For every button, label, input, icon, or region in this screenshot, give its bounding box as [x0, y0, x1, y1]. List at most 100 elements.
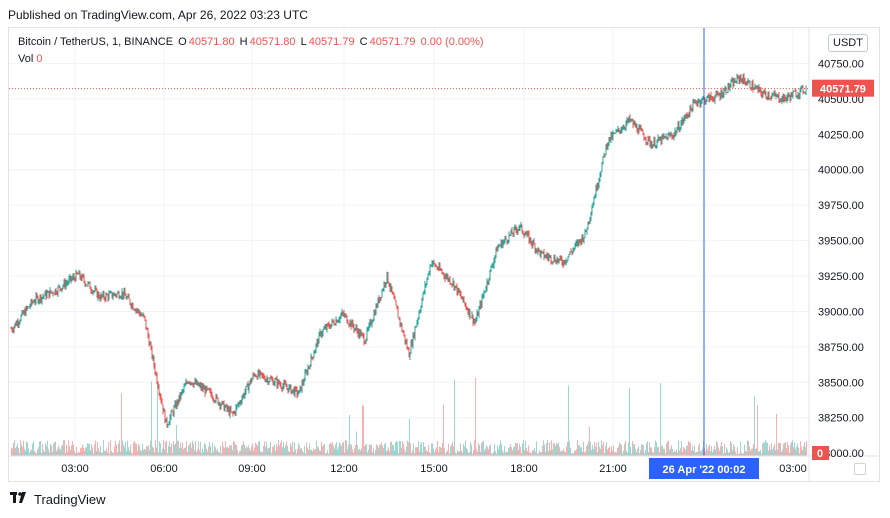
volume-bar	[633, 444, 634, 456]
volume-bar	[258, 441, 259, 456]
volume-bar	[241, 445, 242, 456]
volume-bar	[305, 453, 306, 456]
volume-bar	[500, 440, 501, 456]
volume-bar	[463, 443, 464, 456]
volume-bar	[164, 449, 165, 456]
volume-bar	[701, 450, 702, 456]
volume-bar	[351, 444, 352, 456]
volume-bar	[140, 449, 141, 456]
volume-bar	[276, 443, 277, 456]
volume-bar	[746, 451, 747, 456]
volume-bar	[759, 451, 760, 456]
low-value: 40571.79	[308, 36, 355, 48]
publish-info: Published on TradingView.com, Apr 26, 20…	[8, 8, 308, 22]
volume-bar	[682, 451, 683, 456]
volume-bar	[565, 452, 566, 456]
currency-button[interactable]: USDT	[828, 34, 868, 52]
volume-bar	[248, 445, 249, 456]
volume-bar	[518, 449, 519, 456]
volume-bar	[92, 447, 93, 456]
volume-bar	[123, 444, 124, 456]
volume-bar	[499, 444, 500, 456]
volume-bar	[183, 448, 184, 456]
volume-bar	[707, 449, 708, 456]
volume-bar	[318, 447, 319, 456]
volume-bar	[691, 450, 692, 456]
volume-bar	[486, 445, 487, 456]
volume-bar	[267, 448, 268, 456]
volume-bar	[184, 447, 185, 456]
volume-bar	[50, 443, 51, 456]
volume-bar	[412, 450, 413, 456]
volume-bar	[790, 444, 791, 456]
volume-bar	[664, 448, 665, 456]
volume-bar	[202, 448, 203, 456]
volume-bar	[435, 449, 436, 456]
volume-bar	[78, 452, 79, 456]
volume-bar	[347, 448, 348, 456]
y-tick-label: 40750.00	[818, 58, 864, 70]
volume-bar	[179, 448, 180, 456]
volume-bar	[198, 441, 199, 456]
volume-bar	[139, 445, 140, 456]
volume-bar	[579, 445, 580, 456]
volume-bar	[97, 441, 98, 456]
volume-bar	[568, 385, 569, 456]
volume-bar	[532, 450, 533, 456]
volume-bar	[652, 451, 653, 456]
volume-bar	[182, 442, 183, 456]
volume-bar	[129, 450, 130, 456]
volume-bar	[212, 442, 213, 456]
volume-bar	[587, 444, 588, 456]
volume-bar	[766, 441, 767, 456]
volume-bar	[625, 440, 626, 456]
volume-bar	[39, 441, 40, 456]
volume-bar	[375, 449, 376, 456]
volume-bar	[291, 446, 292, 456]
volume-bar	[278, 440, 279, 456]
volume-bar	[103, 440, 104, 456]
volume-bar	[372, 452, 373, 456]
volume-bar	[312, 451, 313, 456]
volume-bar	[432, 443, 433, 456]
volume-bar	[541, 452, 542, 456]
volume-bar	[317, 446, 318, 456]
volume-bar	[558, 442, 559, 456]
volume-bar	[154, 452, 155, 456]
volume-bar	[82, 444, 83, 456]
volume-bar	[744, 444, 745, 456]
volume-bar	[101, 452, 102, 456]
volume-bar	[262, 452, 263, 456]
volume-bar	[253, 450, 254, 456]
volume-bar	[167, 453, 168, 456]
volume-bar	[643, 444, 644, 456]
volume-bar	[298, 443, 299, 456]
volume-bar	[38, 447, 39, 456]
volume-bar	[588, 441, 589, 456]
volume-bar	[107, 452, 108, 456]
volume-bar	[443, 404, 444, 456]
volume-bar	[342, 442, 343, 456]
volume-bar	[626, 450, 627, 456]
tradingview-logo[interactable]: TradingView	[10, 492, 106, 507]
volume-bar	[645, 449, 646, 456]
ohlc-legend: Bitcoin / TetherUS, 1, BINANCE O 40571.80…	[18, 36, 486, 48]
volume-bar	[491, 453, 492, 456]
volume-bar	[237, 449, 238, 456]
volume-bar	[740, 441, 741, 456]
volume-bar	[774, 444, 775, 456]
settings-corner-box[interactable]	[854, 463, 866, 475]
volume-bar	[478, 443, 479, 456]
volume-bar	[59, 447, 60, 456]
volume-bar	[247, 447, 248, 456]
volume-bar	[608, 447, 609, 456]
volume-bar	[455, 452, 456, 456]
volume-bar	[132, 453, 133, 456]
volume-bar	[715, 449, 716, 456]
volume-bar	[460, 443, 461, 456]
volume-bar	[118, 443, 119, 456]
volume-bar	[83, 447, 84, 456]
volume-bar	[639, 453, 640, 456]
volume-bar	[594, 442, 595, 456]
